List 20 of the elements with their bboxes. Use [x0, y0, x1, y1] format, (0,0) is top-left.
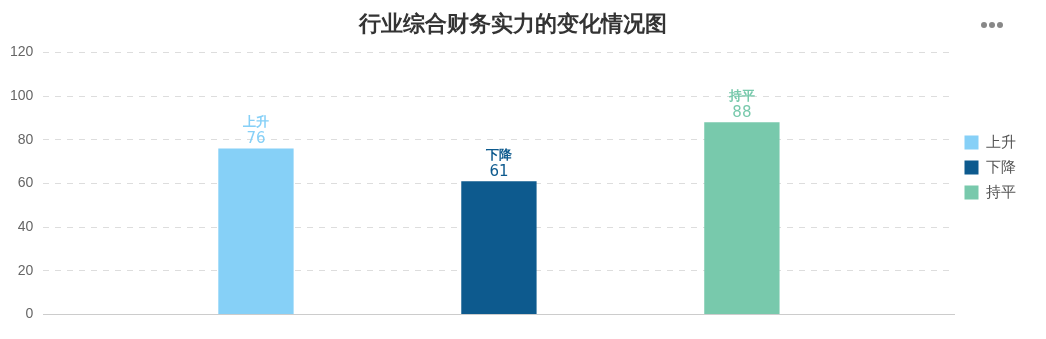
data-label: 61 [489, 161, 509, 180]
y-tick-label: 0 [25, 305, 34, 322]
data-label: 76 [246, 128, 266, 147]
legend-label: 上升 [986, 132, 1016, 150]
y-tick-label: 100 [10, 86, 34, 103]
text: 下降 [485, 147, 512, 163]
legend-label: 持平 [986, 182, 1016, 200]
data-label: 88 [732, 102, 752, 121]
y-tick-label: 80 [17, 130, 34, 147]
y-tick-label: 120 [10, 43, 34, 60]
text: 持平 [728, 88, 755, 104]
legend-label: 下降 [986, 157, 1016, 175]
bar [461, 181, 537, 315]
bar [704, 122, 780, 315]
text: 上升 [242, 114, 269, 130]
y-tick-label: 60 [17, 174, 34, 191]
bar [218, 148, 294, 315]
y-tick-label: 40 [17, 218, 34, 235]
chart-title: 行业综合财务实力的变化情况图 [358, 10, 667, 36]
y-tick-label: 20 [17, 261, 34, 278]
